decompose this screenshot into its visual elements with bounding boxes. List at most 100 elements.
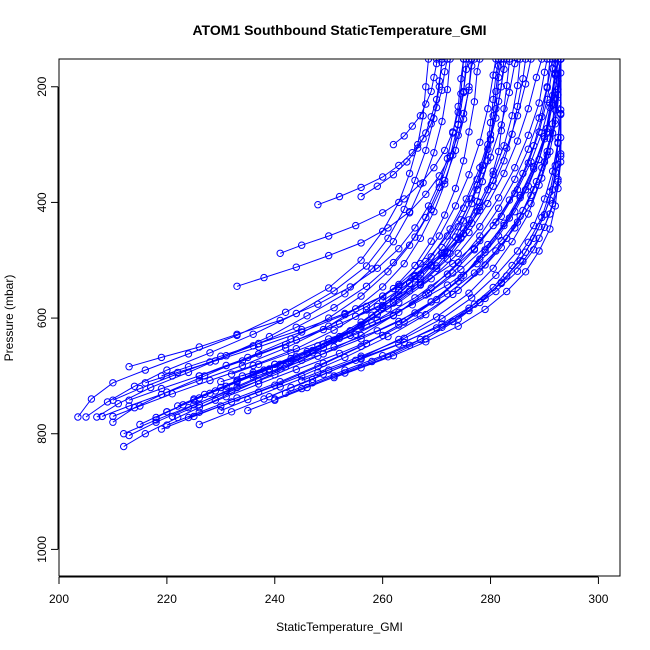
data-point bbox=[454, 108, 462, 116]
data-point bbox=[244, 406, 252, 415]
data-point bbox=[314, 352, 322, 360]
data-point bbox=[438, 59, 446, 63]
data-point bbox=[497, 278, 505, 286]
data-point bbox=[484, 157, 492, 165]
data-point bbox=[465, 128, 473, 136]
data-point bbox=[449, 269, 457, 277]
data-point bbox=[330, 343, 338, 351]
data-point bbox=[254, 350, 263, 358]
data-point bbox=[411, 233, 419, 241]
data-point bbox=[459, 109, 468, 118]
data-point bbox=[427, 237, 435, 245]
data-point bbox=[481, 305, 489, 314]
data-point bbox=[341, 366, 349, 374]
data-point bbox=[395, 291, 403, 299]
data-point bbox=[473, 181, 481, 189]
data-point bbox=[548, 199, 557, 208]
data-point bbox=[500, 157, 508, 165]
data-point bbox=[233, 383, 241, 392]
data-point bbox=[206, 376, 214, 385]
data-point bbox=[457, 273, 465, 282]
data-point bbox=[109, 412, 117, 421]
data-point bbox=[443, 248, 452, 256]
data-point bbox=[206, 349, 214, 357]
data-point bbox=[454, 286, 462, 294]
data-point bbox=[314, 368, 322, 377]
data-point bbox=[281, 344, 290, 352]
data-point bbox=[400, 260, 408, 268]
data-point bbox=[521, 268, 530, 276]
data-point bbox=[427, 87, 435, 96]
data-point bbox=[484, 140, 492, 149]
data-point bbox=[554, 160, 562, 169]
data-point bbox=[271, 360, 279, 368]
data-point bbox=[395, 308, 403, 316]
data-point bbox=[484, 186, 492, 194]
data-point bbox=[454, 102, 462, 111]
series-line-2 bbox=[85, 59, 443, 418]
data-point bbox=[473, 68, 481, 76]
data-point bbox=[513, 59, 522, 63]
data-point bbox=[152, 418, 160, 426]
data-point bbox=[308, 379, 317, 387]
x-tick-label: 200 bbox=[49, 592, 69, 606]
data-point bbox=[379, 173, 387, 181]
data-point bbox=[476, 203, 484, 211]
data-point bbox=[281, 389, 290, 397]
data-point bbox=[508, 238, 516, 246]
data-point bbox=[141, 366, 150, 374]
data-point bbox=[163, 366, 171, 374]
data-point bbox=[222, 361, 230, 370]
data-point bbox=[152, 413, 160, 422]
data-point bbox=[462, 59, 470, 63]
data-point bbox=[422, 146, 430, 155]
data-point bbox=[451, 233, 460, 241]
data-point bbox=[411, 272, 419, 281]
data-point bbox=[325, 366, 333, 374]
data-point bbox=[484, 105, 492, 113]
data-point bbox=[438, 117, 446, 126]
data-point bbox=[292, 345, 300, 353]
series-line-20 bbox=[172, 59, 554, 417]
data-point bbox=[395, 161, 403, 170]
data-point bbox=[298, 241, 306, 249]
series-line-1 bbox=[77, 59, 429, 418]
data-point bbox=[298, 328, 306, 336]
data-point bbox=[500, 221, 508, 230]
series-line-3 bbox=[96, 59, 451, 418]
data-point bbox=[287, 357, 295, 365]
data-point bbox=[432, 324, 441, 332]
data-point bbox=[476, 268, 484, 276]
data-point bbox=[484, 199, 492, 208]
data-point bbox=[543, 59, 551, 63]
data-point bbox=[503, 234, 511, 243]
series-line-46 bbox=[393, 59, 438, 145]
data-point bbox=[120, 430, 128, 438]
data-point bbox=[325, 335, 333, 343]
series-line-45 bbox=[360, 59, 443, 198]
data-point bbox=[422, 190, 430, 199]
data-point bbox=[244, 395, 252, 404]
data-point bbox=[521, 59, 530, 63]
data-point bbox=[505, 59, 514, 65]
data-point bbox=[271, 381, 279, 389]
data-point bbox=[505, 196, 514, 204]
data-point bbox=[546, 59, 554, 63]
data-point bbox=[438, 315, 446, 323]
data-point bbox=[508, 130, 516, 138]
data-point bbox=[222, 393, 230, 401]
data-point bbox=[389, 258, 398, 267]
data-point bbox=[74, 413, 82, 421]
data-point bbox=[492, 105, 500, 113]
data-point bbox=[465, 306, 473, 315]
data-point bbox=[422, 100, 430, 108]
data-point bbox=[500, 169, 508, 178]
data-point bbox=[492, 287, 500, 296]
data-point bbox=[319, 370, 327, 378]
data-point bbox=[557, 133, 565, 142]
data-point bbox=[513, 267, 522, 275]
data-point bbox=[443, 232, 452, 240]
data-point bbox=[125, 363, 133, 371]
data-point bbox=[435, 183, 443, 192]
